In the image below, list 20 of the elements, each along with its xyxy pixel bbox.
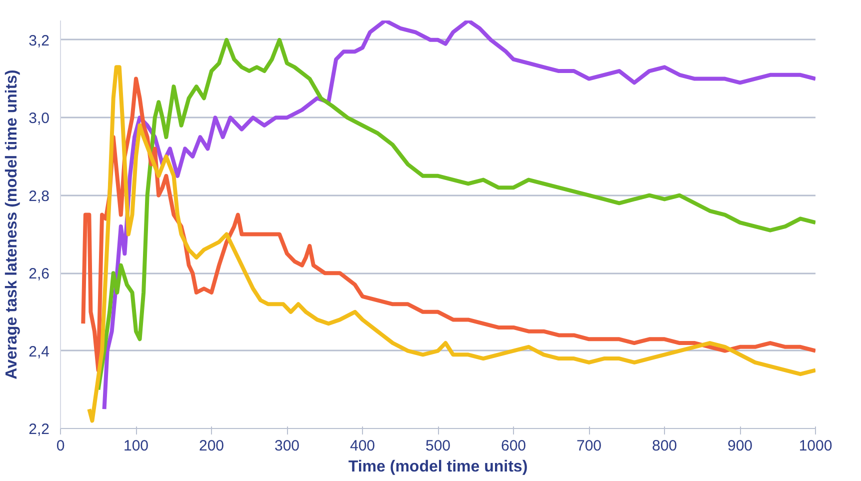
x-tick-label: 900 <box>727 438 753 454</box>
y-tick-label: 3,0 <box>28 110 50 128</box>
y-tick-label: 2,6 <box>28 266 50 283</box>
x-tick-label: 200 <box>198 438 224 454</box>
line-series <box>87 65 816 423</box>
x-tick-label: 600 <box>500 438 526 454</box>
y-tick-label: 2,4 <box>28 343 50 360</box>
x-axis-title: Time (model time units) <box>348 458 528 476</box>
x-tick-label: 1000 <box>798 438 832 454</box>
x-tick-label: 500 <box>425 438 451 454</box>
y-axis-title: Average task lateness (model time units) <box>4 70 21 380</box>
y-tick-label: 2,8 <box>28 188 50 205</box>
x-tick-label: 100 <box>123 438 149 454</box>
y-tick-label: 3,2 <box>28 32 50 50</box>
x-tick-label: 400 <box>350 438 376 454</box>
y-tick-label: 2,2 <box>28 421 50 438</box>
x-tick-label: 300 <box>274 438 300 454</box>
x-tick-label: 0 <box>56 438 65 454</box>
x-tick-label: 800 <box>652 438 678 454</box>
x-tick-label: 700 <box>576 438 602 454</box>
